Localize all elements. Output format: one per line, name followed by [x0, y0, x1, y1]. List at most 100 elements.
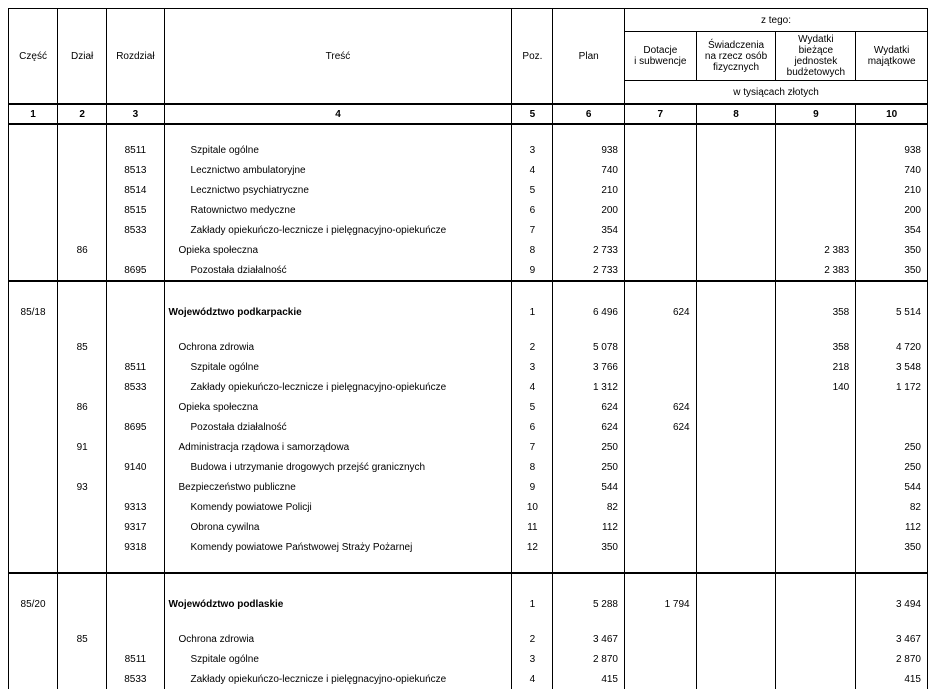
- cell-wydmaj: 2 870: [856, 649, 928, 669]
- cell-wydmaj: 3 467: [856, 629, 928, 649]
- cell-dotacje: [625, 240, 697, 260]
- cell-dotacje: [625, 497, 697, 517]
- hdr-wydmaj-l1: Wydatki: [874, 45, 909, 56]
- cell-wydbiez: [776, 497, 856, 517]
- cell-wydbiez: 358: [776, 302, 856, 322]
- cell-tresc: Województwo podlaskie: [164, 594, 512, 614]
- cell-rozdzial: 8514: [107, 180, 164, 200]
- cell-poz: 1: [512, 594, 553, 614]
- cell-dotacje: [625, 457, 697, 477]
- cell-dzial: [58, 649, 107, 669]
- cell-poz: 9: [512, 477, 553, 497]
- cell-rozdzial: 8533: [107, 220, 164, 240]
- cell-czesc: [9, 200, 58, 220]
- cell-dzial: [58, 497, 107, 517]
- cell-wydbiez: [776, 417, 856, 437]
- colnum-9: 9: [776, 104, 856, 124]
- cell-plan: 2 733: [553, 240, 625, 260]
- cell-rozdzial: 8513: [107, 160, 164, 180]
- cell-tresc: Szpitale ogólne: [164, 140, 512, 160]
- table-row: [9, 124, 928, 140]
- hdr-ztego: z tego:: [625, 9, 928, 32]
- cell-wydbiez: [776, 649, 856, 669]
- table-row: 8515Ratownictwo medyczne6200200: [9, 200, 928, 220]
- cell-poz: 2: [512, 337, 553, 357]
- cell-wydbiez: 358: [776, 337, 856, 357]
- cell-rozdzial: 8533: [107, 669, 164, 689]
- hdr-wtys: w tysiącach złotych: [625, 81, 928, 105]
- cell-dotacje: 624: [625, 302, 697, 322]
- cell-plan: 2 733: [553, 260, 625, 281]
- cell-poz: 12: [512, 537, 553, 557]
- cell-czesc: [9, 417, 58, 437]
- colnum-2: 2: [58, 104, 107, 124]
- cell-rozdzial: [107, 337, 164, 357]
- cell-dotacje: [625, 140, 697, 160]
- cell-swiadczenia: [696, 180, 776, 200]
- cell-plan: 6 496: [553, 302, 625, 322]
- cell-plan: 544: [553, 477, 625, 497]
- cell-plan: 82: [553, 497, 625, 517]
- cell-wydmaj: 350: [856, 537, 928, 557]
- cell-rozdzial: 8533: [107, 377, 164, 397]
- cell-plan: 624: [553, 417, 625, 437]
- budget-table: Część Dział Rozdział Treść Poz. Plan z t…: [8, 8, 928, 689]
- cell-poz: 6: [512, 200, 553, 220]
- cell-dzial: 86: [58, 240, 107, 260]
- hdr-wydbiez-l2: jednostek: [794, 56, 837, 67]
- cell-plan: 624: [553, 397, 625, 417]
- cell-rozdzial: 9140: [107, 457, 164, 477]
- cell-swiadczenia: [696, 669, 776, 689]
- cell-tresc: Szpitale ogólne: [164, 649, 512, 669]
- cell-czesc: [9, 669, 58, 689]
- cell-czesc: [9, 649, 58, 669]
- table-row: 8533Zakłady opiekuńczo-lecznicze i pielę…: [9, 669, 928, 689]
- cell-tresc: Województwo podkarpackie: [164, 302, 512, 322]
- table-row: 8695Pozostała działalność6624624: [9, 417, 928, 437]
- cell-swiadczenia: [696, 457, 776, 477]
- cell-plan: 740: [553, 160, 625, 180]
- cell-tresc: Ratownictwo medyczne: [164, 200, 512, 220]
- column-number-row: 1 2 3 4 5 6 7 8 9 10: [9, 104, 928, 124]
- cell-czesc: [9, 477, 58, 497]
- cell-wydbiez: 140: [776, 377, 856, 397]
- cell-wydmaj: 5 514: [856, 302, 928, 322]
- cell-dotacje: 624: [625, 397, 697, 417]
- cell-plan: 354: [553, 220, 625, 240]
- cell-dzial: 85: [58, 629, 107, 649]
- cell-poz: 4: [512, 377, 553, 397]
- cell-wydmaj: 740: [856, 160, 928, 180]
- cell-dotacje: [625, 669, 697, 689]
- cell-czesc: [9, 357, 58, 377]
- table-row: 8511Szpitale ogólne3938938: [9, 140, 928, 160]
- cell-dzial: 86: [58, 397, 107, 417]
- cell-wydmaj: 544: [856, 477, 928, 497]
- table-row: [9, 614, 928, 629]
- cell-wydmaj: [856, 397, 928, 417]
- cell-swiadczenia: [696, 594, 776, 614]
- cell-tresc: Ochrona zdrowia: [164, 629, 512, 649]
- cell-poz: 7: [512, 437, 553, 457]
- cell-wydbiez: [776, 200, 856, 220]
- cell-poz: 9: [512, 260, 553, 281]
- cell-wydmaj: 350: [856, 240, 928, 260]
- cell-wydbiez: [776, 477, 856, 497]
- cell-wydbiez: [776, 517, 856, 537]
- cell-plan: 1 312: [553, 377, 625, 397]
- cell-tresc: Obrona cywilna: [164, 517, 512, 537]
- cell-tresc: Komendy powiatowe Państwowej Straży Poża…: [164, 537, 512, 557]
- cell-swiadczenia: [696, 240, 776, 260]
- cell-rozdzial: [107, 594, 164, 614]
- cell-wydbiez: [776, 537, 856, 557]
- cell-plan: 112: [553, 517, 625, 537]
- cell-dzial: [58, 260, 107, 281]
- cell-poz: 2: [512, 629, 553, 649]
- cell-plan: 3 467: [553, 629, 625, 649]
- cell-wydbiez: [776, 180, 856, 200]
- cell-czesc: [9, 260, 58, 281]
- cell-dzial: [58, 377, 107, 397]
- cell-plan: 415: [553, 669, 625, 689]
- table-row: 9140Budowa i utrzymanie drogowych przejś…: [9, 457, 928, 477]
- cell-dzial: [58, 220, 107, 240]
- table-row: 86Opieka społeczna82 7332 383350: [9, 240, 928, 260]
